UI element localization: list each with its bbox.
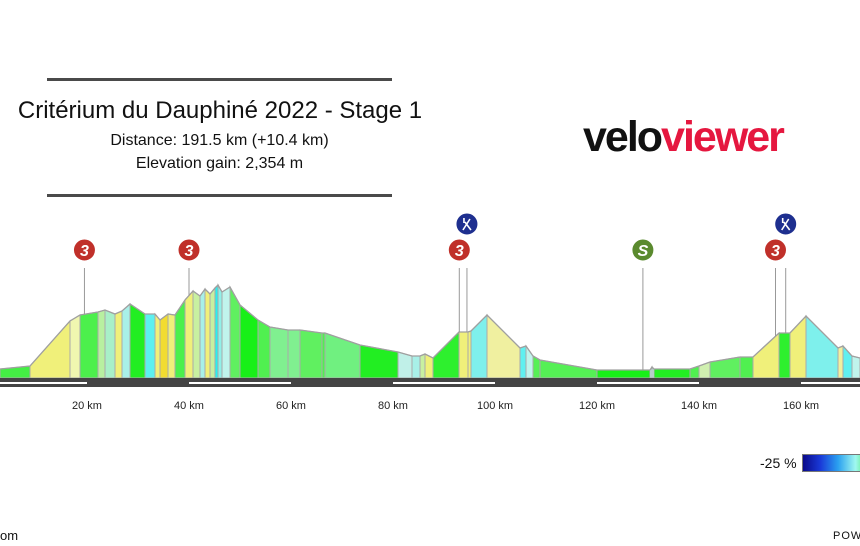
title-rule-top bbox=[47, 78, 392, 81]
profile-segment bbox=[204, 287, 211, 379]
x-tick-label: 40 km bbox=[174, 400, 204, 412]
distance-scale-dash bbox=[0, 382, 87, 384]
profile-segment bbox=[359, 344, 399, 379]
gradient-legend-min: -25 % bbox=[760, 455, 797, 471]
profile-segment bbox=[257, 319, 271, 379]
fork-knife-icon bbox=[462, 218, 472, 231]
profile-segment bbox=[419, 353, 426, 379]
profile-segment bbox=[209, 286, 216, 379]
profile-segment bbox=[287, 329, 301, 379]
profile-segment bbox=[114, 310, 123, 379]
page-title: Critérium du Dauphiné 2022 - Stage 1 bbox=[17, 97, 423, 124]
x-tick-label: 140 km bbox=[681, 400, 717, 412]
gradient-legend-bar bbox=[802, 454, 860, 472]
profile-segment bbox=[199, 287, 206, 379]
x-tick-label: 160 km bbox=[783, 400, 819, 412]
profile-segment bbox=[851, 355, 860, 379]
profile-segment bbox=[269, 326, 289, 379]
climb-marker bbox=[447, 238, 471, 262]
elevation-profile-chart: 20 km 40 km 60 km 80 km 100 km 120 km 140 km 16… bbox=[0, 212, 860, 412]
climb-marker-label: 3 bbox=[771, 243, 780, 260]
profile-segment bbox=[653, 368, 691, 379]
distance-scale-dash bbox=[393, 382, 495, 384]
logo-part1: velo bbox=[583, 113, 663, 161]
footer-powered-text: POWERED bbox=[833, 530, 860, 542]
elevation-text: Elevation gain: 2,354 m bbox=[135, 155, 304, 172]
distance-scale-dash bbox=[597, 382, 699, 384]
logo-part2: viewer bbox=[661, 113, 785, 161]
profile-segment bbox=[411, 355, 421, 379]
profile-segment bbox=[837, 345, 844, 379]
profile-segment bbox=[29, 319, 71, 379]
profile-segment bbox=[229, 285, 241, 379]
x-tick-label: 100 km bbox=[477, 400, 513, 412]
x-tick-label: 20 km bbox=[72, 400, 102, 412]
profile-segment bbox=[184, 289, 194, 379]
fork-knife-icon bbox=[781, 218, 791, 231]
profile-segment bbox=[129, 303, 146, 379]
profile-segment bbox=[470, 313, 488, 379]
title-rule-bottom bbox=[47, 194, 392, 197]
profile-segment bbox=[299, 329, 323, 379]
profile-segment bbox=[324, 332, 361, 379]
climb-marker bbox=[764, 238, 787, 262]
sprint-marker bbox=[631, 238, 655, 262]
veloviewer-logo[interactable]: veloviewer bbox=[583, 113, 785, 162]
profile-segment bbox=[458, 331, 469, 379]
x-tick-label: 120 km bbox=[579, 400, 615, 412]
profile-segment bbox=[79, 311, 99, 379]
climb-marker-label: 3 bbox=[185, 243, 194, 260]
profile-segment bbox=[159, 313, 169, 379]
profile-segment bbox=[778, 332, 791, 379]
profile-segment bbox=[596, 369, 651, 379]
distance-scale-dash bbox=[189, 382, 291, 384]
profile-segment bbox=[739, 356, 754, 379]
profile-outline bbox=[0, 283, 860, 371]
climb-marker-label: 3 bbox=[455, 243, 464, 260]
x-tick-label: 80 km bbox=[378, 400, 408, 412]
footer-left-text: om bbox=[0, 528, 19, 543]
profile-segment bbox=[805, 314, 839, 379]
sprint-marker-label: S bbox=[638, 243, 649, 260]
profile-segment bbox=[519, 345, 527, 379]
distance-text: Distance: 191.5 km (+10.4 km) bbox=[110, 132, 329, 149]
climb-marker bbox=[72, 238, 96, 262]
distance-scale-dash bbox=[801, 382, 860, 384]
profile-segment bbox=[154, 312, 161, 379]
profile-segment bbox=[221, 286, 231, 379]
climb-marker-label: 3 bbox=[80, 243, 89, 260]
climb-marker bbox=[177, 238, 201, 262]
profile-segment bbox=[217, 283, 223, 379]
profile-segment bbox=[104, 309, 116, 379]
profile-segment bbox=[239, 303, 259, 379]
profile-segment bbox=[121, 302, 131, 379]
profile-segment bbox=[486, 313, 521, 379]
profile-segment bbox=[69, 314, 81, 379]
profile-segment bbox=[144, 313, 156, 379]
profile-segment bbox=[97, 309, 106, 379]
profile-segment bbox=[752, 331, 780, 379]
x-tick-label: 60 km bbox=[276, 400, 306, 412]
profile-segment bbox=[192, 290, 201, 379]
profile-segment bbox=[167, 313, 176, 379]
